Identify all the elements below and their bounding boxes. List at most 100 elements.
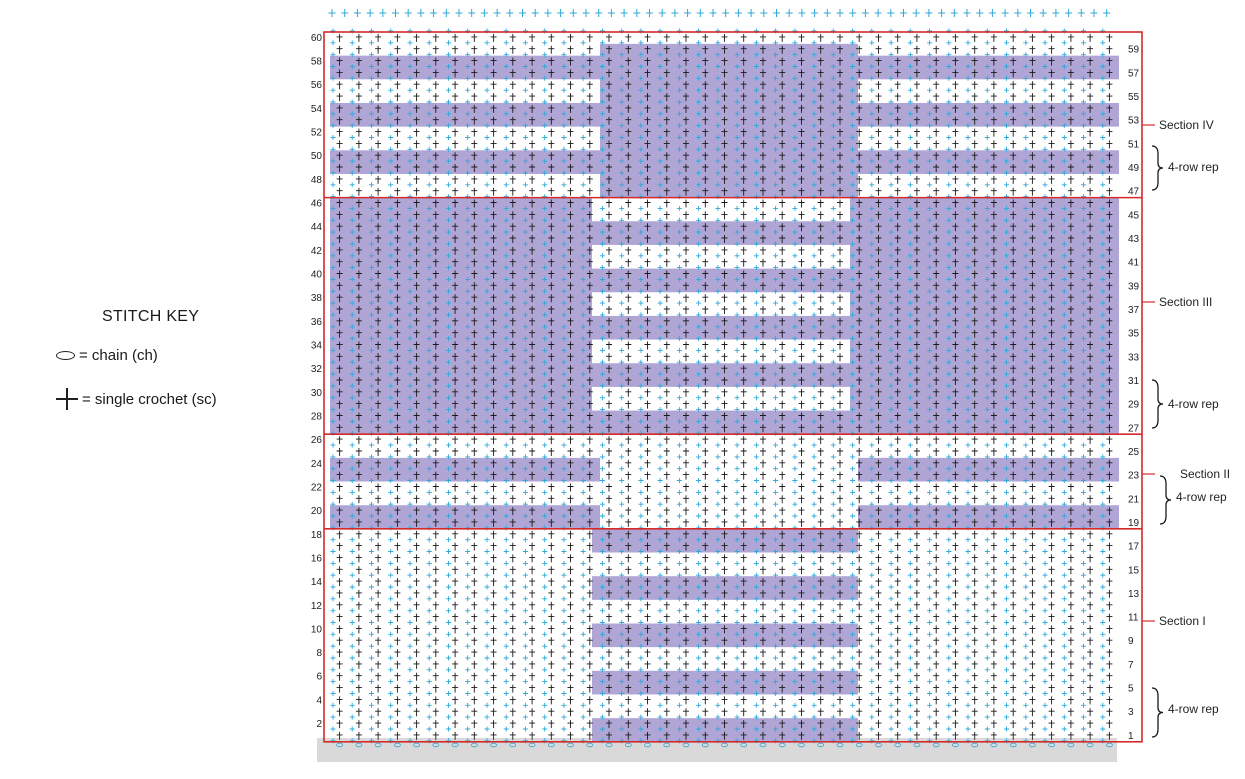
shade-section3-band-4 — [592, 410, 858, 435]
row-number-right: 29 — [1128, 400, 1140, 411]
row-number-left: 56 — [311, 80, 323, 91]
row-number-right: 47 — [1128, 187, 1140, 198]
row-number-left: 46 — [311, 199, 323, 210]
row-number-left: 34 — [311, 340, 323, 351]
foundation-chain — [875, 742, 882, 748]
row-number-left: 10 — [311, 624, 323, 635]
row-number-right: 1 — [1128, 731, 1134, 742]
row-number-left: 58 — [311, 57, 323, 68]
foundation-chain — [759, 742, 767, 748]
foundation-chain — [836, 742, 844, 748]
foundation-chain — [547, 742, 555, 748]
row-number-left: 30 — [311, 388, 323, 399]
row-number-left: 24 — [311, 459, 323, 470]
foundation-chain — [1086, 742, 1094, 748]
section-label: Section II — [1180, 467, 1230, 481]
foundation-chain — [855, 742, 863, 748]
rep-bracket — [1151, 687, 1164, 738]
rep-bracket — [1159, 475, 1172, 525]
row-number-right: 27 — [1128, 423, 1140, 434]
row-number-right: 19 — [1128, 518, 1140, 529]
row-number-right: 41 — [1128, 258, 1140, 269]
rep-label: 4-row rep — [1168, 160, 1219, 174]
row-number-right: 3 — [1128, 707, 1134, 718]
rep-bracket — [1151, 379, 1164, 429]
shade-section2-right-0 — [858, 457, 1119, 482]
key-sc-label: = single crochet (sc) — [82, 390, 217, 408]
row-number-left: 4 — [316, 695, 322, 706]
shade-section3-band-2 — [592, 315, 858, 340]
foundation-chain — [567, 742, 574, 748]
row-number-left: 54 — [311, 104, 323, 115]
foundation-chain — [393, 742, 401, 748]
row-number-left: 52 — [311, 128, 323, 139]
foundation-chain — [336, 742, 344, 748]
key-chain-label: = chain (ch) — [79, 347, 158, 364]
row-number-left: 36 — [311, 317, 323, 328]
row-number-left: 60 — [311, 33, 323, 44]
single-crochet-icon — [56, 388, 78, 410]
foundation-chain — [1106, 742, 1113, 748]
row-number-right: 59 — [1128, 45, 1140, 56]
row-number-left: 42 — [311, 246, 323, 257]
shade-section1-band-4 — [592, 718, 858, 742]
shade-section3-right — [850, 197, 1119, 435]
shade-section4-right-2 — [858, 150, 1119, 174]
section-label: Section I — [1159, 614, 1206, 628]
key-sc-row: = single crochet (sc) — [56, 388, 217, 410]
top-stitch-row — [328, 9, 1111, 17]
foundation-chain — [740, 742, 748, 748]
shade-section4-left-0 — [330, 55, 600, 80]
shade-section1-band-1 — [592, 576, 858, 600]
foundation-chain — [990, 742, 998, 748]
row-number-right: 35 — [1128, 329, 1140, 340]
shade-section4-left-1 — [330, 102, 600, 127]
stitch-key-title: STITCH KEY — [102, 308, 200, 325]
row-number-right: 31 — [1128, 376, 1140, 387]
row-number-right: 13 — [1128, 589, 1140, 600]
shade-section2-left-0 — [330, 457, 600, 482]
shade-section1-band-0 — [592, 528, 858, 553]
foundation-chain — [644, 742, 651, 748]
foundation-chain — [509, 742, 517, 748]
sc-stitches-light — [330, 28, 1106, 744]
row-number-right: 37 — [1128, 305, 1140, 316]
shade-section4-right-0 — [858, 55, 1119, 80]
foundation-chain — [355, 742, 363, 748]
row-number-left: 2 — [316, 719, 322, 730]
row-number-right: 39 — [1128, 281, 1140, 292]
shade-section2-left-1 — [330, 505, 600, 529]
foundation-chain — [451, 742, 459, 748]
shade-section4-center — [600, 43, 858, 198]
shade-section4-left-2 — [330, 150, 600, 174]
foundation-chain — [586, 742, 594, 748]
foundation-chain — [374, 742, 382, 748]
row-number-left: 8 — [316, 648, 322, 659]
row-number-left: 48 — [311, 175, 323, 186]
foundation-chain — [1009, 742, 1017, 748]
chart-border — [323, 31, 1143, 743]
row-number-left: 28 — [311, 411, 323, 422]
foundation-chain — [413, 742, 421, 748]
row-number-right: 55 — [1128, 92, 1140, 103]
foundation-chain — [913, 742, 921, 748]
row-number-left: 40 — [311, 270, 323, 281]
row-number-left: 6 — [316, 672, 322, 683]
section-label: Section IV — [1159, 118, 1214, 132]
row-number-right: 49 — [1128, 163, 1140, 174]
rep-label: 4-row rep — [1168, 702, 1219, 716]
foundation-chain — [490, 742, 498, 748]
row-number-right: 53 — [1128, 116, 1140, 127]
sc-stitches — [336, 33, 1113, 740]
row-number-right: 21 — [1128, 494, 1140, 505]
shade-section4-right-1 — [858, 102, 1119, 127]
section-label: Section III — [1159, 295, 1212, 309]
row-number-right: 25 — [1128, 447, 1140, 458]
foundation-chain — [721, 742, 728, 748]
row-number-left: 26 — [311, 435, 323, 446]
shade-section3-band-3 — [592, 363, 858, 387]
foundation-chain — [682, 742, 690, 748]
foundation-chain — [663, 742, 671, 748]
foundation-chain — [1067, 742, 1075, 748]
